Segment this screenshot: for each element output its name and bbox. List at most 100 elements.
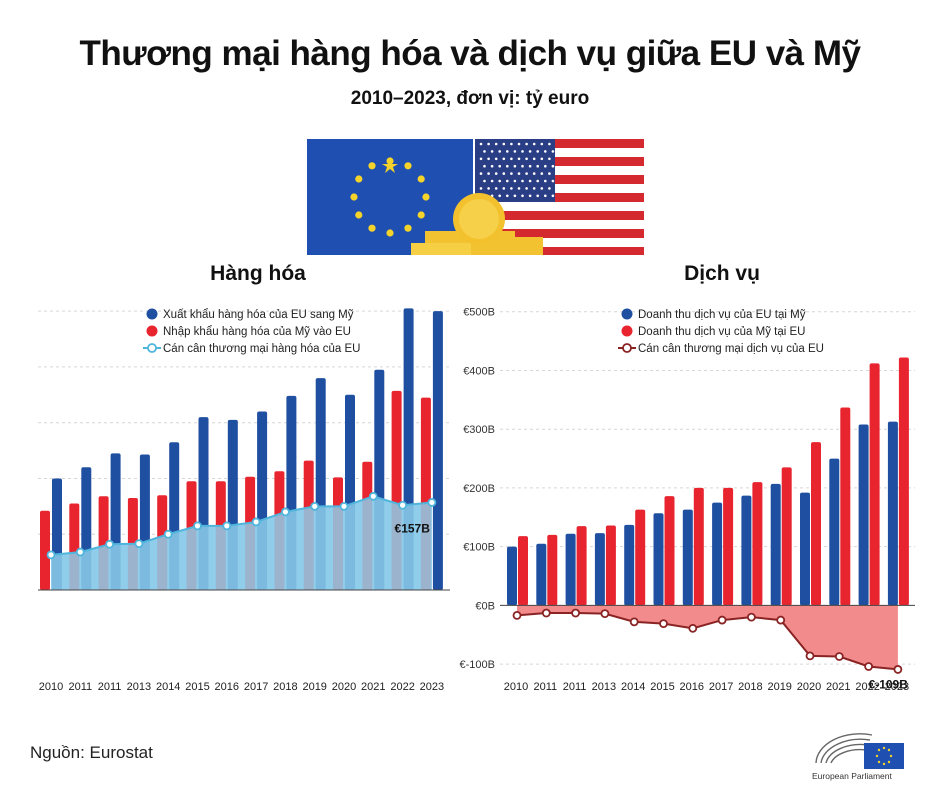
- balance-point-9: [776, 615, 786, 625]
- x-tick-label: 2017: [244, 681, 268, 693]
- x-tick-label: 2019: [302, 681, 326, 693]
- x-tick-label: 2022: [855, 681, 879, 693]
- x-tick-label: 2017: [709, 681, 733, 693]
- legend-marker: [146, 325, 158, 337]
- x-tick-label: 2016: [680, 681, 704, 693]
- balance-point-2: [105, 539, 114, 549]
- balance-point-13: [427, 498, 437, 507]
- balance-point-3: [134, 539, 144, 549]
- source-note: Nguồn: Eurostat: [30, 743, 153, 762]
- balance-area-overlay: [51, 496, 432, 590]
- bar-red-11: [840, 407, 851, 606]
- bar-red-9: [781, 467, 792, 606]
- bar-blue-12: [858, 424, 869, 606]
- bar-blue-6: [682, 509, 693, 606]
- balance-point-9: [310, 501, 320, 511]
- balance-point-0: [46, 550, 56, 560]
- balance-point-12: [864, 662, 874, 671]
- bar-blue-2: [565, 533, 576, 606]
- bar-red-5: [664, 496, 675, 606]
- bar-red-0: [518, 536, 528, 606]
- x-tick-label: 2018: [738, 681, 762, 693]
- bar-blue-3: [594, 533, 605, 606]
- bar-red-0: [40, 510, 50, 590]
- balance-line: [50, 495, 432, 556]
- legend-label: Doanh thu dịch vụ của Mỹ tại EU: [638, 326, 805, 338]
- legend-label: Xuất khẩu hàng hóa của EU sang Mỹ: [163, 309, 354, 321]
- balance-point-7: [251, 517, 261, 527]
- bar-red-8: [752, 482, 763, 606]
- balance-point-8: [746, 612, 756, 622]
- legend-marker: [621, 308, 633, 320]
- bar-red-7: [723, 487, 734, 606]
- bar-red-4: [635, 509, 646, 606]
- balance-point-4: [163, 529, 173, 539]
- x-tick-label: 2016: [215, 681, 239, 693]
- x-tick-label: 2014: [156, 681, 180, 693]
- goods-chart-title: Hàng hóa: [210, 262, 306, 285]
- european-parliament-label: European Parliament: [812, 771, 892, 781]
- balance-point-12: [398, 500, 408, 510]
- balance-annotation: €-109B: [869, 677, 909, 691]
- x-tick-label: 2011: [563, 681, 587, 693]
- legend-marker: [146, 308, 158, 320]
- bar-red-12: [869, 363, 880, 606]
- y-tick-label: €500B: [463, 307, 495, 319]
- bar-blue-11: [829, 458, 840, 606]
- x-tick-label: 2023: [420, 681, 444, 693]
- bar-blue-13: [887, 421, 898, 606]
- x-tick-label: 2013: [592, 681, 616, 693]
- bar-blue-0: [507, 546, 517, 606]
- y-tick-label: €0B: [475, 600, 495, 612]
- bar-red-13: [898, 357, 909, 606]
- x-tick-label: 2018: [273, 681, 297, 693]
- x-tick-label: 2010: [39, 681, 63, 693]
- balance-point-6: [688, 623, 698, 633]
- legend-marker: [147, 343, 157, 353]
- balance-point-13: [893, 665, 903, 674]
- x-tick-label: 2015: [185, 681, 209, 693]
- balance-point-11: [834, 652, 844, 661]
- x-tick-label: 2023: [885, 681, 909, 693]
- balance-point-8: [280, 507, 290, 517]
- balance-annotation: €157B: [395, 521, 431, 535]
- x-tick-label: 2021: [826, 681, 850, 693]
- balance-point-5: [659, 619, 668, 629]
- bar-blue-10: [800, 492, 810, 606]
- bar-red-6: [693, 487, 704, 606]
- legend-label: Nhập khẩu hàng hóa của Mỹ vào EU: [163, 326, 351, 338]
- y-tick-label: €100B: [463, 542, 495, 554]
- x-tick-label: 2020: [332, 681, 356, 693]
- bar-blue-7: [712, 502, 723, 606]
- balance-point-2: [571, 608, 580, 618]
- bar-red-10: [811, 442, 821, 606]
- balance-point-10: [339, 501, 349, 511]
- page-title: Thương mại hàng hóa và dịch vụ giữa EU v…: [79, 34, 861, 73]
- legend-marker: [621, 325, 633, 337]
- services-chart-title: Dịch vụ: [684, 262, 760, 285]
- y-tick-label: €200B: [463, 483, 495, 495]
- y-tick-label: €400B: [463, 365, 495, 377]
- legend-label: Cán cân thương mại dịch vụ của EU: [638, 343, 824, 355]
- goods-chart: €157B 2010 2011 2011 2013 2014 2015 2016 2017 201…: [38, 308, 450, 693]
- x-tick-label: 2014: [621, 681, 645, 693]
- bar-blue-8: [741, 495, 752, 606]
- bar-red-3: [605, 525, 616, 606]
- balance-point-4: [629, 617, 639, 627]
- y-tick-label: €-100B: [460, 659, 495, 671]
- x-tick-label: 2022: [390, 681, 414, 693]
- balance-point-7: [717, 615, 727, 625]
- balance-point-1: [541, 608, 551, 618]
- legend-label: Cán cân thương mại hàng hóa của EU: [163, 343, 360, 355]
- x-tick-label: 2010: [504, 681, 528, 693]
- x-tick-label: 2011: [98, 681, 122, 693]
- balance-point-6: [222, 521, 232, 531]
- balance-point-11: [368, 491, 378, 501]
- legend-label: Doanh thu dịch vụ của EU tại Mỹ: [638, 309, 806, 321]
- balance-point-10: [805, 651, 815, 661]
- bar-red-1: [547, 534, 558, 606]
- balance-point-5: [193, 521, 202, 531]
- bar-blue-9: [770, 483, 781, 606]
- x-tick-label: 2013: [127, 681, 151, 693]
- balance-line: [516, 612, 898, 671]
